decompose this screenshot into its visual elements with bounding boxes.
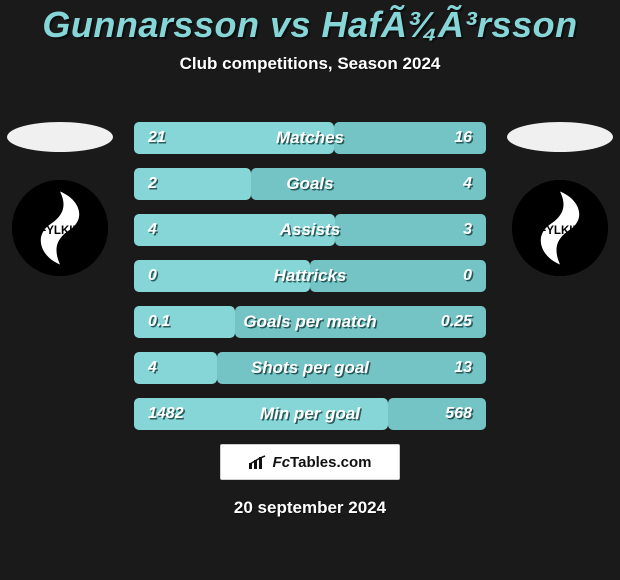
footer-brand-box: FcTables.com (220, 444, 400, 480)
left-player-badges: FYLKIR (0, 122, 120, 276)
stat-bar: 2Goals4 (134, 168, 486, 200)
title-right-name: HafÃ¾Ã³rsson (322, 4, 578, 45)
stat-right-value: 13 (454, 359, 472, 377)
stat-label: Goals (134, 174, 486, 194)
stat-bar: 4Assists3 (134, 214, 486, 246)
stat-right-value: 16 (454, 129, 472, 147)
stat-right-value: 4 (463, 175, 472, 193)
stat-right-value: 568 (445, 405, 472, 423)
stat-right-value: 0 (463, 267, 472, 285)
chart-icon (249, 455, 267, 469)
right-country-flag (507, 122, 613, 152)
subtitle: Club competitions, Season 2024 (0, 54, 620, 74)
stat-bar: 21Matches16 (134, 122, 486, 154)
stat-bar: 1482Min per goal568 (134, 398, 486, 430)
stat-bar: 4Shots per goal13 (134, 352, 486, 384)
footer-brand-text: FcTables.com (273, 454, 372, 471)
left-club-logo: FYLKIR (12, 180, 108, 276)
left-club-name-text: FYLKIR (39, 225, 81, 237)
left-country-flag (7, 122, 113, 152)
stat-label: Assists (134, 220, 486, 240)
title-left-name: Gunnarsson (42, 4, 259, 45)
stat-label: Min per goal (134, 404, 486, 424)
stat-label: Goals per match (134, 312, 486, 332)
right-club-logo: FYLKIR (512, 180, 608, 276)
title-separator: vs (270, 4, 311, 45)
fylkir-club-icon: FYLKIR (12, 180, 108, 276)
stat-right-value: 3 (463, 221, 472, 239)
stat-label: Matches (134, 128, 486, 148)
footer-date: 20 september 2024 (0, 498, 620, 518)
stat-bar: 0Hattricks0 (134, 260, 486, 292)
fylkir-club-icon: FYLKIR (512, 180, 608, 276)
stat-right-value: 0.25 (441, 313, 472, 331)
right-club-name-text: FYLKIR (539, 225, 581, 237)
page-title: Gunnarsson vs HafÃ¾Ã³rsson (0, 0, 620, 46)
stat-label: Shots per goal (134, 358, 486, 378)
right-player-badges: FYLKIR (500, 122, 620, 276)
stat-label: Hattricks (134, 266, 486, 286)
stats-bars: 21Matches162Goals44Assists30Hattricks00.… (134, 122, 486, 444)
stat-bar: 0.1Goals per match0.25 (134, 306, 486, 338)
